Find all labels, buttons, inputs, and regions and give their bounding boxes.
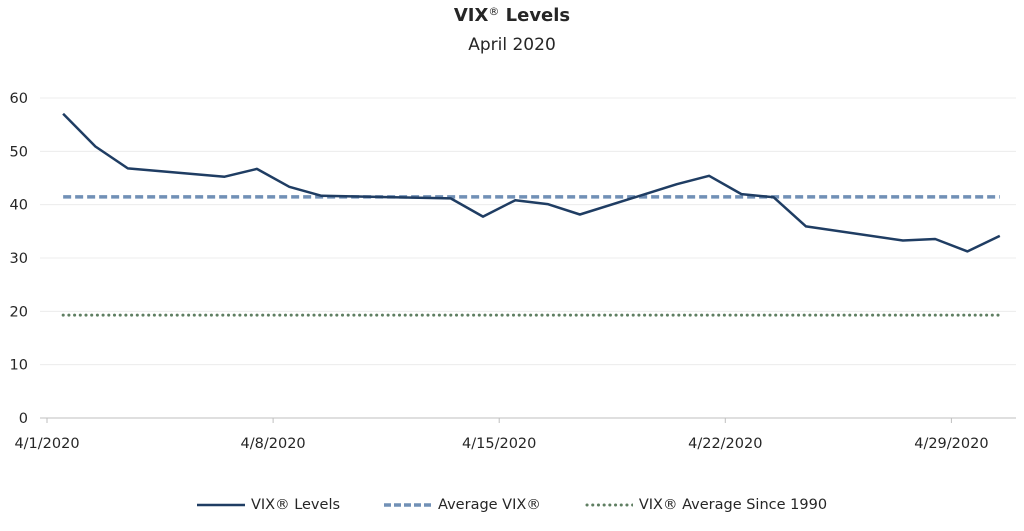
y-tick-label: 40 [10,198,28,214]
legend-swatch-dotted [585,503,633,507]
chart-subtitle: April 2020 [468,35,556,55]
chart-title: VIX® Levels [0,5,1024,26]
x-tick-label: 4/29/2020 [914,436,988,452]
x-tick-label: 4/22/2020 [688,436,762,452]
x-tick-label: 4/1/2020 [14,436,79,452]
y-tick-label: 0 [19,411,28,427]
gridlines [40,97,1016,366]
y-tick-label: 60 [10,91,28,107]
series-group [61,112,1002,317]
legend: VIX® Levels Average VIX® VIX® Average Si… [0,497,1024,513]
legend-label: VIX® Levels [250,497,341,513]
legend-item-average-since-1990: VIX® Average Since 1990 [585,497,827,513]
x-tick-label: 4/8/2020 [241,436,306,452]
legend-label: Average VIX® [438,497,541,513]
y-axis-ticks: 0 10 20 30 40 50 60 [10,91,28,427]
chart-title-registered-mark: ® [488,5,500,18]
legend-swatch-dashed [384,503,433,507]
chart-title-main: VIX [453,5,489,26]
y-tick-label: 50 [10,144,28,160]
y-tick-label: 10 [10,358,28,374]
legend-swatch-solid [196,503,245,507]
legend-item-average-vix: Average VIX® [384,497,541,513]
legend-label: VIX® Average Since 1990 [638,497,828,513]
legend-item-vix-levels: VIX® Levels [196,497,341,513]
series-vix-levels [62,112,1001,253]
y-tick-label: 20 [10,304,28,320]
x-axis: 4/1/2020 4/8/2020 4/15/2020 4/22/2020 4/29/2… [14,417,1016,452]
y-tick-label: 30 [10,251,28,267]
x-tick-label: 4/15/2020 [462,436,536,452]
chart-title-rest: Levels [505,5,571,26]
